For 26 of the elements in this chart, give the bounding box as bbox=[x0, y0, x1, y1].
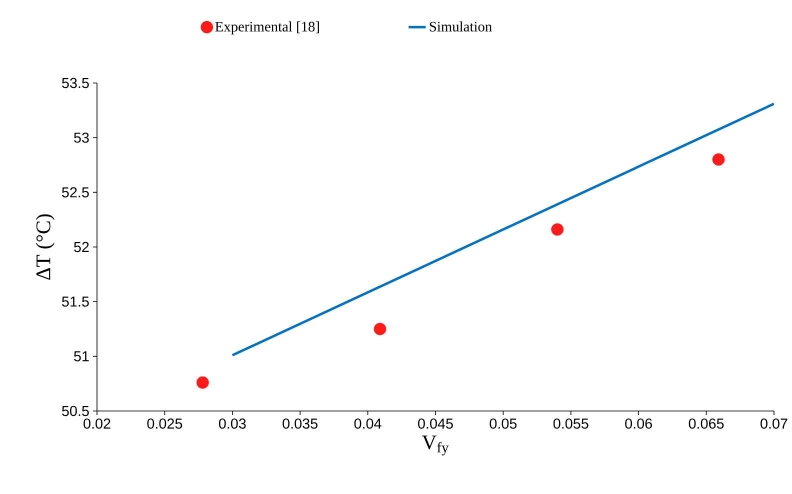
y-tick-label: 52.5 bbox=[62, 187, 89, 198]
x-tick-label: 0.025 bbox=[147, 418, 182, 429]
y-tick-label: 52 bbox=[74, 242, 89, 252]
legend-label: Experimental [18] bbox=[215, 21, 319, 34]
y-tick-label: 53 bbox=[74, 132, 89, 143]
point bbox=[551, 223, 564, 236]
y-tick-label: 51.5 bbox=[62, 296, 89, 307]
x-tick-label: 0.06 bbox=[625, 418, 652, 429]
point bbox=[196, 376, 209, 389]
y-tick-label: 50.5 bbox=[62, 406, 89, 416]
y-axis-title: ΔT (°C) bbox=[36, 214, 55, 280]
y-tick-label: 51 bbox=[74, 351, 89, 362]
point bbox=[374, 322, 386, 336]
x-tick-label: 0.055 bbox=[553, 418, 588, 429]
x-axis-title: V$_{fy}$ bbox=[422, 436, 449, 456]
x-tick-label: 0.05 bbox=[490, 418, 517, 429]
x-tick-label: 0.04 bbox=[354, 418, 382, 429]
x-tick-label: 0.03 bbox=[218, 418, 246, 429]
y-tick-label: 53.5 bbox=[62, 78, 89, 88]
x-tick-label: 0.07 bbox=[760, 418, 788, 429]
point bbox=[712, 153, 725, 166]
x-tick-label: 0.045 bbox=[418, 418, 453, 429]
legend-label: Simulation bbox=[430, 21, 492, 32]
x-tick-label: 0.02 bbox=[84, 418, 110, 429]
x-tick-label: 0.035 bbox=[282, 418, 318, 429]
x-tick-label: 0.065 bbox=[688, 418, 724, 429]
